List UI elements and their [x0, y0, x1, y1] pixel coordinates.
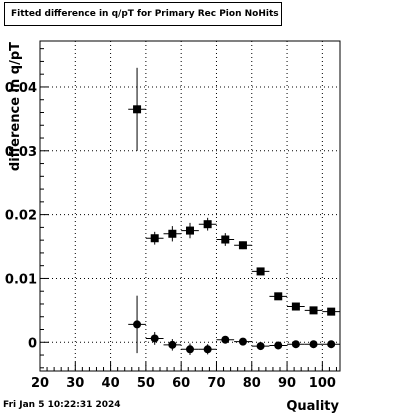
y-axis-label: difference in q/pT — [8, 42, 23, 171]
square-marker — [327, 307, 336, 316]
title-box: Fitted difference in q/pT for Primary Re… — [4, 2, 282, 26]
data-marks — [128, 67, 340, 356]
tick-labels: 20 30 40 50 60 70 80 90 100 0 0.01 0.02 0.03 0.04 — [5, 81, 336, 391]
square-marker — [238, 241, 247, 250]
square-marker — [168, 229, 177, 238]
y-tick-label: 0.01 — [5, 272, 37, 287]
circle-marker — [291, 340, 300, 349]
y-tick-label: 0.03 — [5, 145, 37, 160]
circle-marker — [256, 342, 265, 351]
plot-frame — [39, 40, 341, 372]
circle-marker — [150, 334, 159, 343]
x-tick-label: 70 — [207, 376, 225, 391]
circle-marker — [238, 337, 247, 346]
square-marker — [150, 234, 159, 243]
square-marker — [256, 267, 265, 276]
square-marker — [274, 292, 283, 301]
square-marker — [133, 105, 142, 114]
x-tick-label: 100 — [309, 376, 336, 391]
plot-border — [39, 40, 341, 372]
x-tick-label: 90 — [278, 376, 296, 391]
x-axis-label: Quality — [286, 399, 339, 414]
square-marker — [203, 220, 212, 229]
circle-marker — [186, 345, 194, 354]
axis-ticks — [39, 48, 337, 371]
x-tick-label: 60 — [172, 376, 190, 391]
y-tick-label: 0.02 — [5, 209, 37, 224]
square-marker — [291, 302, 300, 311]
circle-marker — [221, 335, 230, 344]
circle-marker — [168, 340, 177, 349]
square-marker — [221, 235, 230, 244]
square-marker — [186, 226, 194, 235]
y-tick-label: 0 — [28, 336, 37, 351]
chart-title: Fitted difference in q/pT for Primary Re… — [11, 9, 279, 19]
circle-marker — [274, 341, 283, 350]
x-tick-label: 80 — [243, 376, 261, 391]
x-tick-label: 40 — [102, 376, 120, 391]
circle-marker — [203, 345, 212, 354]
x-tick-label: 50 — [137, 376, 155, 391]
x-tick-label: 30 — [66, 376, 84, 391]
circle-marker — [309, 340, 318, 349]
circle-marker — [133, 320, 142, 329]
x-tick-label: 20 — [31, 376, 49, 391]
timestamp: Fri Jan 5 10:22:31 2024 — [3, 400, 121, 410]
circle-marker — [327, 340, 336, 349]
grid-lines — [40, 41, 340, 371]
y-tick-label: 0.04 — [5, 81, 37, 96]
square-marker — [309, 306, 318, 315]
